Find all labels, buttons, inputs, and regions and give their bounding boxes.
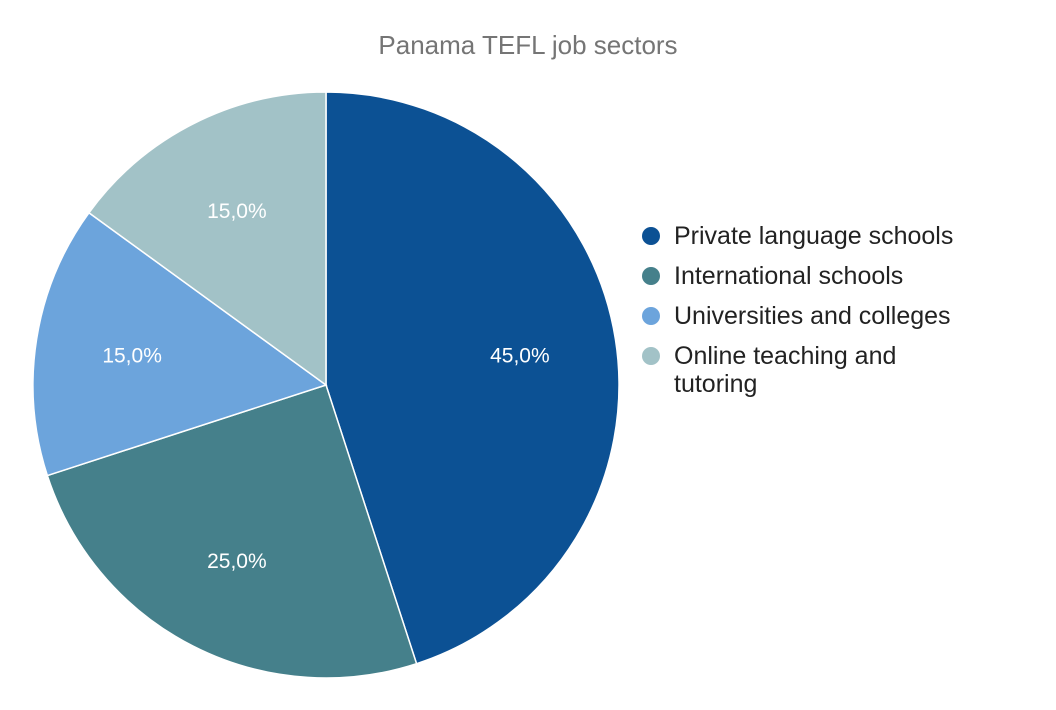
pie-slice-1	[46, 384, 418, 679]
pie-slice-2	[32, 211, 328, 477]
legend-item: Universities and colleges	[642, 302, 1042, 330]
legend-swatch	[642, 347, 660, 365]
legend-swatch	[642, 267, 660, 285]
slice-label: 15,0%	[102, 344, 162, 367]
legend-label: Private language schools	[674, 222, 954, 250]
legend-swatch	[642, 227, 660, 245]
legend-label: Universities and colleges	[674, 302, 951, 330]
pie-slice-3	[87, 91, 327, 387]
chart-title: Panama TEFL job sectors	[378, 30, 678, 60]
pie-slice-0	[325, 91, 620, 665]
slice-label: 25,0%	[207, 550, 267, 573]
legend-label: Online teaching and tutoring	[674, 342, 897, 398]
legend-swatch	[642, 307, 660, 325]
slice-label: 45,0%	[490, 344, 550, 367]
legend-item: International schools	[642, 262, 1042, 290]
legend-label: International schools	[674, 262, 904, 290]
slice-label: 15,0%	[207, 200, 267, 223]
legend-item: Online teaching and tutoring	[642, 342, 1042, 398]
legend-item: Private language schools	[642, 222, 1042, 250]
legend: Private language schools International sc…	[642, 222, 1042, 410]
